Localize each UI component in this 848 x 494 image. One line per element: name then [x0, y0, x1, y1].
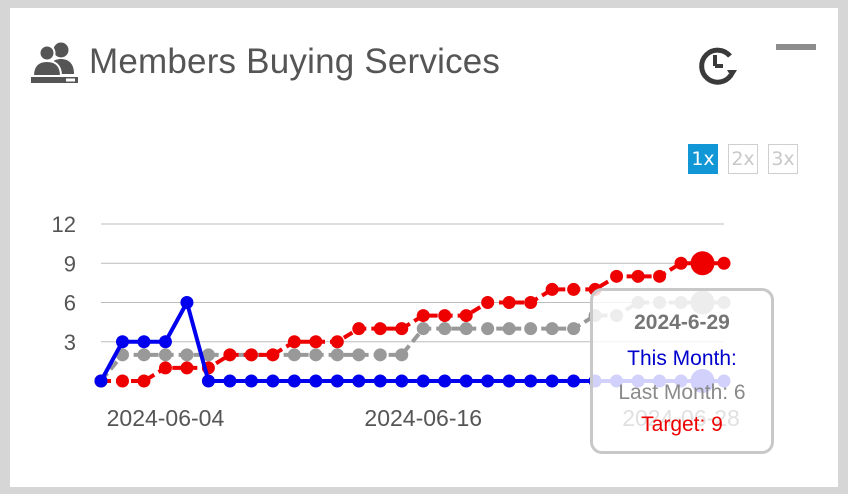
data-point-this-month	[201, 374, 215, 388]
data-point-target	[395, 322, 409, 336]
refresh-clock-icon[interactable]	[693, 44, 741, 88]
data-point-this-month	[137, 335, 151, 349]
data-point-last-month	[416, 322, 430, 336]
tooltip-date: 2024-6-29	[634, 311, 730, 334]
data-point-target	[674, 256, 688, 270]
data-point-target	[502, 296, 516, 309]
data-point-target	[438, 309, 452, 323]
data-point-this-month	[395, 374, 409, 388]
data-point-this-month	[115, 335, 129, 349]
data-point-last-month	[524, 322, 538, 336]
data-point-target	[244, 348, 258, 362]
zoom-2x-button[interactable]: 2x	[728, 144, 758, 174]
data-point-this-month	[481, 374, 495, 388]
y-tick-label: 9	[64, 251, 76, 276]
data-point-last-month	[373, 348, 387, 362]
data-point-target	[223, 348, 237, 362]
data-point-this-month	[223, 374, 237, 388]
data-point-this-month	[545, 374, 559, 388]
data-point-target	[717, 256, 731, 270]
data-point-target	[610, 269, 624, 283]
zoom-3x-button[interactable]: 3x	[768, 144, 798, 174]
data-point-target	[567, 282, 581, 296]
x-tick-label: 2024-06-04	[107, 405, 225, 431]
data-point-target	[330, 335, 344, 349]
data-point-target	[545, 282, 559, 296]
data-point-target	[631, 269, 645, 283]
tooltip-last-month: Last Month: 6	[618, 381, 746, 404]
data-point-last-month	[201, 348, 215, 362]
data-point-this-month	[524, 374, 538, 388]
data-point-this-month	[459, 374, 473, 388]
tooltip-target: Target: 9	[641, 413, 723, 436]
data-point-last-month	[158, 348, 172, 362]
data-point-target	[373, 322, 387, 336]
data-point-this-month	[502, 374, 516, 388]
data-point-last-month	[481, 322, 495, 336]
data-point-target	[524, 296, 538, 309]
data-point-target	[309, 335, 323, 349]
minimize-icon[interactable]	[776, 44, 816, 50]
data-point-this-month	[180, 296, 194, 309]
data-point-target	[180, 361, 194, 375]
data-point-last-month	[352, 348, 366, 362]
data-point-last-month	[180, 348, 194, 362]
data-point-target	[158, 361, 172, 375]
data-point-last-month	[395, 348, 409, 362]
data-point-this-month	[244, 374, 258, 388]
data-point-this-month	[567, 374, 581, 388]
data-point-this-month	[438, 374, 452, 388]
data-point-last-month	[309, 348, 323, 362]
data-point-target	[690, 251, 715, 276]
data-point-this-month	[94, 374, 108, 388]
chart-tooltip: 2024-6-29 This Month: Last Month: 6 Targ…	[590, 288, 774, 454]
widget-title: Members Buying Services	[89, 42, 501, 81]
data-point-last-month	[502, 322, 516, 336]
data-point-last-month	[459, 322, 473, 336]
data-point-target	[416, 309, 430, 323]
data-point-last-month	[330, 348, 344, 362]
data-point-this-month	[416, 374, 430, 388]
data-point-target	[287, 335, 301, 349]
data-point-last-month	[137, 348, 151, 362]
x-tick-label: 2024-06-16	[364, 405, 482, 431]
data-point-this-month	[330, 374, 344, 388]
data-point-last-month	[438, 322, 452, 336]
zoom-1x-button[interactable]: 1x	[688, 144, 718, 174]
y-tick-label: 12	[52, 212, 76, 237]
data-point-this-month	[309, 374, 323, 388]
data-point-target	[459, 309, 473, 323]
data-point-this-month	[352, 374, 366, 388]
data-point-last-month	[545, 322, 559, 336]
data-point-target	[137, 374, 151, 388]
members-icon	[31, 42, 78, 83]
data-point-last-month	[287, 348, 301, 362]
data-point-last-month	[567, 322, 581, 336]
tooltip-this-month: This Month:	[627, 347, 737, 370]
data-point-this-month	[373, 374, 387, 388]
y-tick-label: 6	[64, 291, 76, 316]
y-tick-label: 3	[64, 330, 76, 355]
data-point-this-month	[266, 374, 280, 388]
data-point-target	[481, 296, 495, 309]
data-point-target	[653, 269, 667, 283]
data-point-target	[266, 348, 280, 362]
data-point-this-month	[287, 374, 301, 388]
data-point-this-month	[158, 335, 172, 349]
data-point-target	[352, 322, 366, 336]
data-point-target	[115, 374, 129, 388]
